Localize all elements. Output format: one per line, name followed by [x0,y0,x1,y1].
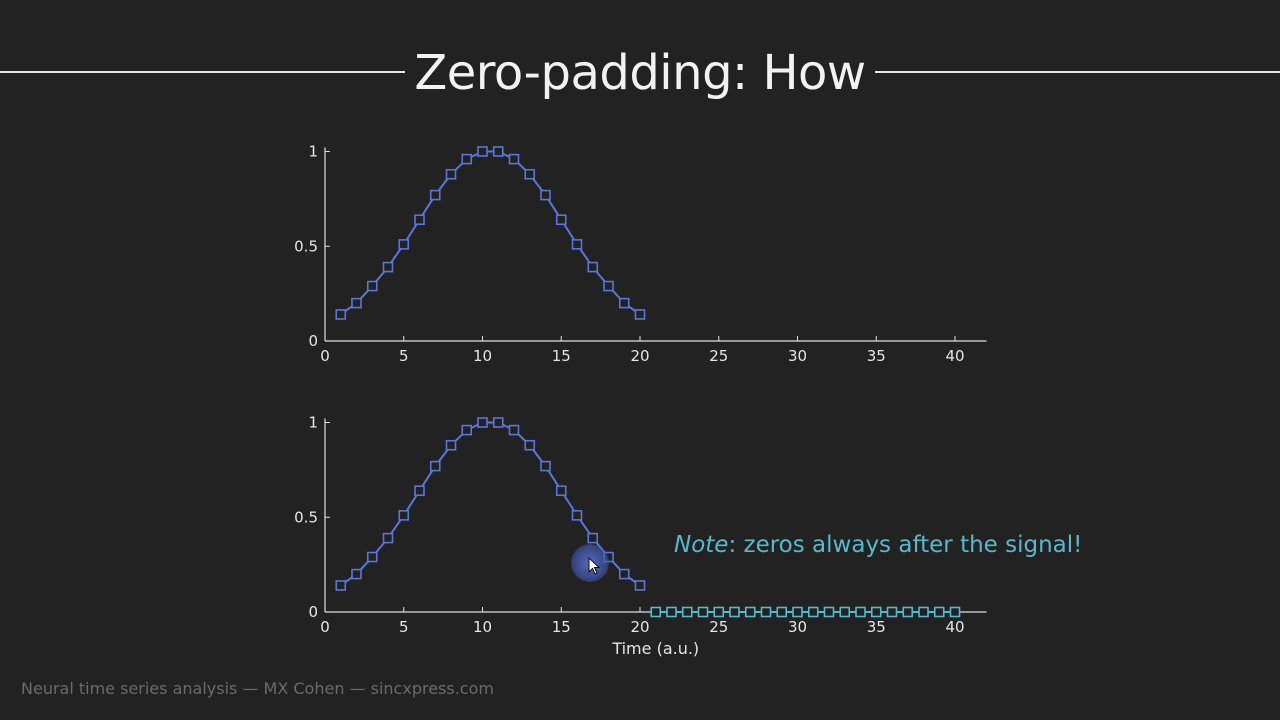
data-point [524,168,536,180]
data-point [351,568,362,580]
x-tick-label: 5 [399,618,409,636]
data-point [729,606,740,618]
page-title: Zero-padding: How [414,45,866,101]
y-tick-label: 0.5 [294,508,318,526]
data-point [650,606,662,618]
note-text: : zeros always after the signal! [728,532,1083,558]
data-point [587,532,599,544]
data-point [351,297,362,309]
data-point [681,606,693,618]
data-point [555,485,567,497]
series-line [340,150,641,316]
data-point [445,168,457,180]
x-axis-label: Time (a.u.) [611,639,699,658]
x-tick-label: 30 [788,618,807,636]
data-point [870,606,882,618]
x-tick-label: 20 [630,347,649,365]
y-tick-label: 1 [308,143,318,161]
data-point [776,606,788,618]
data-point [335,309,347,320]
data-point [918,606,929,618]
x-tick-label: 35 [867,347,886,365]
data-point [571,510,583,521]
x-tick-label: 10 [473,347,492,365]
data-point [477,417,488,428]
x-tick-label: 0 [320,618,330,636]
data-point [414,214,425,226]
x-tick-label: 40 [945,618,964,636]
x-tick-label: 15 [552,347,571,365]
y-tick-label: 0.5 [294,237,318,255]
data-point [555,214,567,226]
y-tick-label: 1 [308,414,318,432]
data-point [461,424,473,436]
data-point [792,606,803,618]
data-point [398,239,410,250]
data-point [335,580,347,591]
data-point [524,439,536,451]
x-tick-label: 25 [709,347,728,365]
x-tick-label: 5 [399,347,409,365]
data-point [839,606,851,618]
x-tick-label: 35 [867,618,886,636]
data-point [618,297,630,309]
data-point [508,424,520,436]
data-point [933,606,945,618]
data-point [855,606,866,618]
title-bar: Zero-padding: How [0,40,1280,106]
data-point [445,439,457,451]
data-point [807,606,819,618]
y-tick-label: 0 [308,603,318,621]
data-point [429,460,441,472]
data-point [366,280,378,292]
data-point [540,189,551,201]
data-point [697,606,709,618]
data-point [477,146,488,157]
title-rule-right [875,71,1280,73]
data-point [461,153,473,165]
mouse-pointer-icon [588,557,601,575]
data-point [382,261,394,273]
data-point [571,239,583,250]
x-tick-label: 30 [788,347,807,365]
x-tick-label: 0 [320,347,330,365]
data-point [587,261,599,273]
data-point [902,606,914,618]
data-point [949,606,961,618]
data-point [744,606,756,618]
data-point [760,606,772,618]
data-point [398,510,410,521]
data-point [382,532,394,544]
title-rule-left [0,71,405,73]
note-emphasis: Note [674,532,729,558]
data-point [713,606,725,618]
x-tick-label: 10 [473,618,492,636]
data-point [492,417,504,428]
x-tick-label: 25 [709,618,728,636]
data-point [634,309,646,320]
x-tick-label: 15 [552,618,571,636]
x-tick-label: 40 [945,347,964,365]
data-point [886,606,898,618]
data-point [634,580,646,591]
footer-credit: Neural time series analysis — MX Cohen —… [21,679,494,698]
data-point [429,189,441,201]
y-tick-label: 0 [308,332,318,350]
data-point [603,280,614,292]
data-point [492,146,504,157]
data-point [540,460,551,472]
data-point [414,485,425,497]
data-point [823,606,835,618]
note-annotation: Note: zeros always after the signal! [674,532,1082,558]
data-point [366,551,378,563]
data-point [508,153,520,165]
data-point [618,568,630,580]
data-point [666,606,677,618]
x-tick-label: 20 [630,618,649,636]
